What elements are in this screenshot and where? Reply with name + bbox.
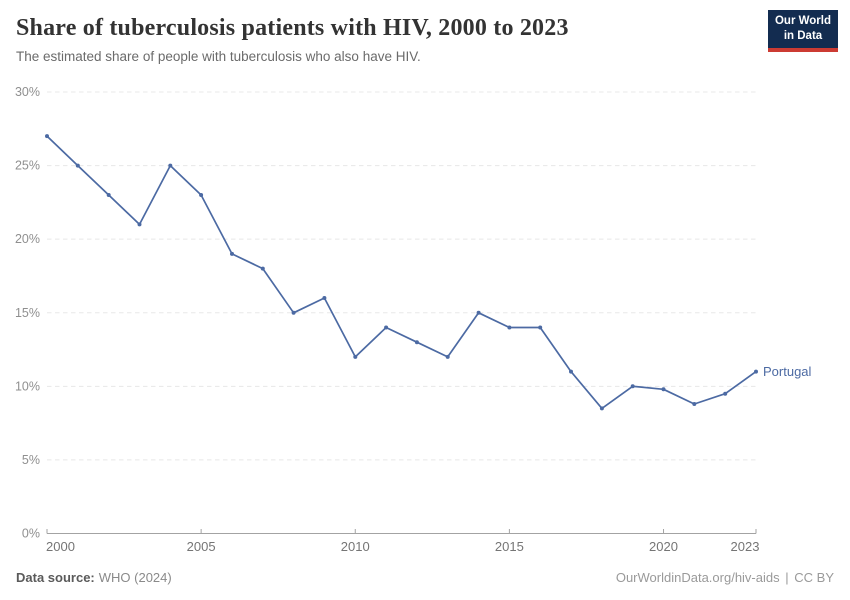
data-point[interactable] <box>45 134 49 139</box>
data-point[interactable] <box>599 406 604 411</box>
x-axis-label: 2015 <box>495 539 524 554</box>
series-line-portugal[interactable] <box>46 135 757 410</box>
data-point[interactable] <box>414 340 419 345</box>
owid-logo-line2: in Data <box>783 30 823 42</box>
chart-footer: Data source: WHO (2024) OurWorldinData.or… <box>0 560 850 600</box>
data-point[interactable] <box>137 222 142 227</box>
owid-logo-line1: Our World <box>774 15 831 28</box>
data-point[interactable] <box>692 402 697 406</box>
series-label[interactable]: Portugal <box>763 364 812 379</box>
x-axis-label: 2005 <box>187 539 216 554</box>
y-axis-label: 15% <box>15 306 40 320</box>
data-point[interactable] <box>291 310 296 315</box>
attribution-url[interactable]: OurWorldinData.org/hiv-aids <box>615 570 780 585</box>
y-axis-label: 10% <box>15 379 40 393</box>
data-point[interactable] <box>322 296 327 300</box>
attribution: OurWorldinData.org/hiv-aids | CC BY <box>616 570 834 585</box>
data-point[interactable] <box>507 325 512 330</box>
y-axis-label: 20% <box>15 232 40 246</box>
attribution-separator: | <box>785 570 789 585</box>
data-source-label: Data source: <box>16 570 95 585</box>
data-point[interactable] <box>754 369 758 374</box>
data-point[interactable] <box>260 266 265 271</box>
data-point[interactable] <box>168 163 173 168</box>
data-point[interactable] <box>106 193 111 197</box>
data-point[interactable] <box>630 384 635 389</box>
data-point[interactable] <box>353 354 358 359</box>
x-axis-label: 2020 <box>649 539 678 554</box>
chart-title: Share of tuberculosis patients with HIV,… <box>16 15 569 41</box>
chart-subtitle: The estimated share of people with tuber… <box>16 49 421 65</box>
line-chart: 0% 5% 10% 15% 20% 25% 30% 2000 2005 2010 2015 2020 2… <box>15 85 812 554</box>
data-source-value: WHO (2024) <box>98 570 172 585</box>
data-point[interactable] <box>445 354 450 359</box>
y-axis-label: 5% <box>22 453 40 467</box>
data-point[interactable] <box>199 193 204 197</box>
y-axis-label: 0% <box>22 527 40 541</box>
attribution-license[interactable]: CC BY <box>794 570 834 585</box>
data-point[interactable] <box>384 325 389 330</box>
y-axis-label: 30% <box>15 85 40 99</box>
data-point[interactable] <box>661 387 666 392</box>
x-axis-label: 2023 <box>731 539 760 554</box>
data-point[interactable] <box>476 310 481 315</box>
data-source: Data source: WHO (2024) <box>16 570 172 585</box>
data-point[interactable] <box>538 325 543 330</box>
data-point[interactable] <box>75 163 80 168</box>
data-point[interactable] <box>723 391 728 396</box>
owid-logo: Our World in Data <box>768 10 838 52</box>
y-axis-label: 25% <box>15 159 40 173</box>
data-point[interactable] <box>230 251 234 256</box>
data-point[interactable] <box>569 369 573 374</box>
x-axis-label: 2000 <box>46 539 75 554</box>
x-axis-label: 2010 <box>341 539 370 554</box>
chart-header: Share of tuberculosis patients with HIV,… <box>0 0 850 85</box>
